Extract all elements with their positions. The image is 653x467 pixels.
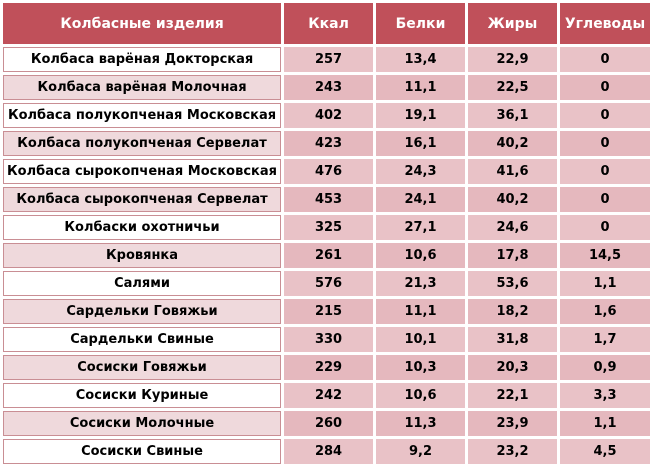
fat-value: 17,8 — [468, 243, 557, 268]
kcal-value: 243 — [284, 75, 374, 100]
table-row: Колбаса сырокопченая Московская 476 24,3… — [3, 159, 650, 184]
carbs-value: 0 — [559, 187, 650, 212]
protein-value: 10,1 — [376, 327, 465, 352]
kcal-value: 260 — [284, 411, 374, 436]
table-row: Колбаса варёная Докторская 257 13,4 22,9… — [3, 47, 650, 72]
protein-value: 27,1 — [376, 215, 465, 240]
carbs-value: 0 — [559, 215, 650, 240]
table-row: Сардельки Свиные 330 10,1 31,8 1,7 — [3, 327, 650, 352]
product-name: Колбаса сырокопченая Сервелат — [3, 187, 282, 212]
table-row: Сосиски Говяжьи 229 10,3 20,3 0,9 — [3, 355, 650, 380]
product-name: Колбаса сырокопченая Московская — [3, 159, 282, 184]
fat-value: 40,2 — [468, 187, 557, 212]
product-name: Колбаса полукопченая Московская — [3, 103, 282, 128]
table-row: Колбаски охотничьи 325 27,1 24,6 0 — [3, 215, 650, 240]
fat-value: 22,1 — [468, 383, 557, 408]
header-carbs: Углеводы — [559, 3, 650, 44]
carbs-value: 0,9 — [559, 355, 650, 380]
product-name: Салями — [3, 271, 282, 296]
kcal-value: 229 — [284, 355, 374, 380]
product-name: Сосиски Свиные — [3, 439, 282, 464]
fat-value: 23,9 — [468, 411, 557, 436]
kcal-value: 330 — [284, 327, 374, 352]
fat-value: 22,9 — [468, 47, 557, 72]
table-header-row: Колбасные изделия Ккал Белки Жиры Углево… — [3, 3, 650, 44]
product-name: Колбаса полукопченая Сервелат — [3, 131, 282, 156]
carbs-value: 0 — [559, 47, 650, 72]
carbs-value: 1,6 — [559, 299, 650, 324]
kcal-value: 576 — [284, 271, 374, 296]
protein-value: 13,4 — [376, 47, 465, 72]
product-name: Сардельки Свиные — [3, 327, 282, 352]
protein-value: 10,6 — [376, 243, 465, 268]
protein-value: 21,3 — [376, 271, 465, 296]
product-name: Колбаса варёная Докторская — [3, 47, 282, 72]
protein-value: 19,1 — [376, 103, 465, 128]
carbs-value: 0 — [559, 75, 650, 100]
protein-value: 10,6 — [376, 383, 465, 408]
product-name: Колбаски охотничьи — [3, 215, 282, 240]
kcal-value: 423 — [284, 131, 374, 156]
product-name: Сосиски Молочные — [3, 411, 282, 436]
table-row: Салями 576 21,3 53,6 1,1 — [3, 271, 650, 296]
kcal-value: 402 — [284, 103, 374, 128]
protein-value: 11,3 — [376, 411, 465, 436]
header-product: Колбасные изделия — [3, 3, 282, 44]
carbs-value: 0 — [559, 103, 650, 128]
protein-value: 11,1 — [376, 75, 465, 100]
carbs-value: 3,3 — [559, 383, 650, 408]
kcal-value: 257 — [284, 47, 374, 72]
table-row: Сардельки Говяжьи 215 11,1 18,2 1,6 — [3, 299, 650, 324]
fat-value: 22,5 — [468, 75, 557, 100]
header-fat: Жиры — [468, 3, 557, 44]
carbs-value: 1,1 — [559, 271, 650, 296]
kcal-value: 242 — [284, 383, 374, 408]
protein-value: 11,1 — [376, 299, 465, 324]
fat-value: 40,2 — [468, 131, 557, 156]
kcal-value: 453 — [284, 187, 374, 212]
product-name: Сосиски Говяжьи — [3, 355, 282, 380]
kcal-value: 261 — [284, 243, 374, 268]
table-row: Колбаса варёная Молочная 243 11,1 22,5 0 — [3, 75, 650, 100]
fat-value: 20,3 — [468, 355, 557, 380]
table-row: Колбаса полукопченая Московская 402 19,1… — [3, 103, 650, 128]
fat-value: 18,2 — [468, 299, 557, 324]
carbs-value: 14,5 — [559, 243, 650, 268]
kcal-value: 215 — [284, 299, 374, 324]
protein-value: 24,1 — [376, 187, 465, 212]
carbs-value: 0 — [559, 159, 650, 184]
product-name: Сосиски Куриные — [3, 383, 282, 408]
protein-value: 10,3 — [376, 355, 465, 380]
product-name: Сардельки Говяжьи — [3, 299, 282, 324]
protein-value: 16,1 — [376, 131, 465, 156]
table-row: Колбаса полукопченая Сервелат 423 16,1 4… — [3, 131, 650, 156]
fat-value: 23,2 — [468, 439, 557, 464]
carbs-value: 1,1 — [559, 411, 650, 436]
fat-value: 31,8 — [468, 327, 557, 352]
protein-value: 9,2 — [376, 439, 465, 464]
kcal-value: 476 — [284, 159, 374, 184]
table-row: Сосиски Молочные 260 11,3 23,9 1,1 — [3, 411, 650, 436]
table-row: Сосиски Свиные 284 9,2 23,2 4,5 — [3, 439, 650, 464]
carbs-value: 0 — [559, 131, 650, 156]
fat-value: 24,6 — [468, 215, 557, 240]
table-row: Колбаса сырокопченая Сервелат 453 24,1 4… — [3, 187, 650, 212]
carbs-value: 4,5 — [559, 439, 650, 464]
table-row: Сосиски Куриные 242 10,6 22,1 3,3 — [3, 383, 650, 408]
header-kcal: Ккал — [284, 3, 374, 44]
fat-value: 36,1 — [468, 103, 557, 128]
carbs-value: 1,7 — [559, 327, 650, 352]
product-name: Кровянка — [3, 243, 282, 268]
header-protein: Белки — [376, 3, 465, 44]
fat-value: 53,6 — [468, 271, 557, 296]
kcal-value: 325 — [284, 215, 374, 240]
protein-value: 24,3 — [376, 159, 465, 184]
table-row: Кровянка 261 10,6 17,8 14,5 — [3, 243, 650, 268]
product-name: Колбаса варёная Молочная — [3, 75, 282, 100]
fat-value: 41,6 — [468, 159, 557, 184]
table-body: Колбаса варёная Докторская 257 13,4 22,9… — [3, 47, 650, 464]
kcal-value: 284 — [284, 439, 374, 464]
